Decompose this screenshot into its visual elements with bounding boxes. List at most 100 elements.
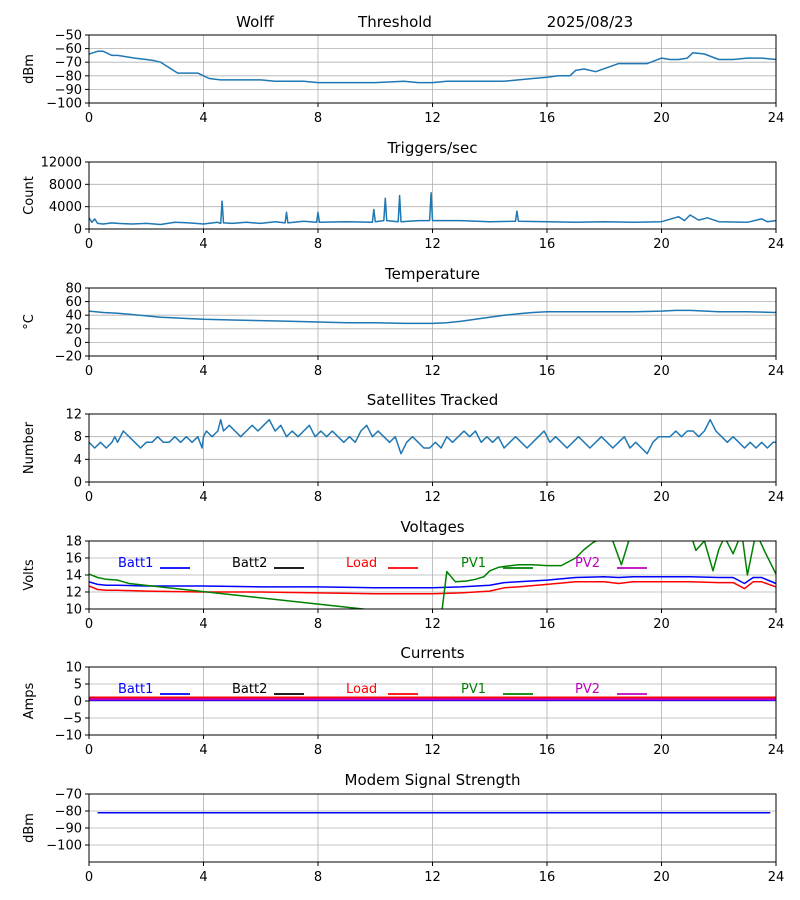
voltages-xtick-label-5: 20 <box>653 617 670 632</box>
modem-ytick-label-1: −90 <box>55 822 82 837</box>
threshold-panel: 0 4 8 12 16 20 24 −100−90−80−70−60−50 dBm <box>22 29 784 127</box>
triggers-xtick-label-4: 16 <box>539 237 556 252</box>
currents-legend-label-pv1: PV1 <box>461 682 486 697</box>
triggers-ytick-label-1: 4000 <box>49 200 82 215</box>
voltages-legend-label-load: Load <box>346 556 377 571</box>
modem-xtick-label-2: 8 <box>314 870 322 885</box>
temperature-title: Temperature <box>384 265 480 283</box>
voltages-xtick-label-0: 0 <box>85 617 93 632</box>
voltages-ylabel: Volts <box>22 559 37 591</box>
modem-xtick-label-6: 24 <box>768 870 785 885</box>
threshold-ylabel: dBm <box>22 54 37 84</box>
modem-ylabel: dBm <box>22 813 37 843</box>
voltages-legend-label-pv1: PV1 <box>461 556 486 571</box>
currents-legend-label-batt1: Batt1 <box>118 682 153 697</box>
threshold-xtick-label-5: 20 <box>653 111 670 126</box>
satellites-xtick-label-1: 4 <box>199 490 207 505</box>
voltages-legend-label-batt2: Batt2 <box>232 556 267 571</box>
currents-xtick-label-4: 16 <box>539 743 556 758</box>
voltages-legend-label-pv2: PV2 <box>575 556 600 571</box>
modem-xtick-label-4: 16 <box>539 870 556 885</box>
currents-ytick-label-1: −5 <box>63 712 82 727</box>
temperature-xtick-label-1: 4 <box>199 364 207 379</box>
threshold-xtick-label-4: 16 <box>539 111 556 126</box>
triggers-series-group <box>89 191 776 226</box>
modem-xtick-label-0: 0 <box>85 870 93 885</box>
threshold-xtick-label-0: 0 <box>85 111 93 126</box>
voltages-line-load <box>89 581 776 595</box>
threshold-ytick-label-1: −90 <box>55 83 82 98</box>
voltages-xtick-label-1: 4 <box>199 617 207 632</box>
voltages-xtick-label-3: 12 <box>424 617 441 632</box>
triggers-xtick-label-6: 24 <box>768 237 785 252</box>
temperature-line-series <box>89 309 776 325</box>
currents-legend-label-pv2: PV2 <box>575 682 600 697</box>
modem-panel: 0 4 8 12 16 20 24 −100 −90 −80 −70 Modem Signal Str… <box>22 771 784 885</box>
currents-series-group <box>89 696 776 702</box>
satellites-xtick-label-2: 8 <box>314 490 322 505</box>
voltages-line-batt1 <box>89 575 776 589</box>
temperature-xtick-label-0: 0 <box>85 364 93 379</box>
voltages-xtick-label-2: 8 <box>314 617 322 632</box>
currents-ytick-label-4: 10 <box>65 661 82 676</box>
temperature-ytick-label-4: 60 <box>65 295 82 310</box>
modem-title: Modem Signal Strength <box>345 771 521 789</box>
triggers-ylabel: Count <box>22 176 37 215</box>
currents-panel: 0 4 8 12 16 20 24 −10 −5 0 5 10 Currents Amps Batt1 Bat… <box>22 644 784 758</box>
voltages-ytick-label-4: 18 <box>65 535 82 550</box>
threshold-ytick-label-5: −50 <box>55 29 82 44</box>
modem-xtick-label-5: 20 <box>653 870 670 885</box>
satellites-title: Satellites Tracked <box>367 391 498 409</box>
currents-ytick-label-0: −10 <box>55 729 82 744</box>
currents-legend-label-load: Load <box>346 682 377 697</box>
threshold-ytick-label-2: −80 <box>55 69 82 84</box>
threshold-ytick-label-3: −70 <box>55 56 82 71</box>
currents-title: Currents <box>400 644 464 662</box>
triggers-ytick-label-0: 0 <box>74 223 82 238</box>
satellites-xtick-label-6: 24 <box>768 490 785 505</box>
temperature-ytick-label-5: 80 <box>65 282 82 297</box>
threshold-xtick-label-3: 12 <box>424 111 441 126</box>
voltages-ytick-label-3: 16 <box>65 552 82 567</box>
voltages-ytick-label-2: 14 <box>65 569 82 584</box>
satellites-line-series <box>89 418 776 455</box>
voltages-panel: 0 4 8 12 16 20 24 10 12 14 16 18 Voltages Volts Batt1 B… <box>22 518 784 632</box>
satellites-ylabel: Number <box>22 421 37 474</box>
currents-xtick-label-6: 24 <box>768 743 785 758</box>
temperature-ytick-label-1: 0 <box>74 336 82 351</box>
satellites-xtick-label-4: 16 <box>539 490 556 505</box>
temperature-series-group <box>89 309 776 325</box>
figure-header: Wolff Threshold 2025/08/23 <box>236 13 633 31</box>
modem-ytick-label-3: −70 <box>55 788 82 803</box>
temperature-ytick-label-0: −20 <box>55 350 82 365</box>
triggers-ytick-label-2: 8000 <box>49 178 82 193</box>
satellites-ytick-label-2: 8 <box>74 430 82 445</box>
threshold-xtick-label-1: 4 <box>199 111 207 126</box>
triggers-xtick-label-0: 0 <box>85 237 93 252</box>
triggers-xtick-label-1: 4 <box>199 237 207 252</box>
satellites-ytick-label-1: 4 <box>74 453 82 468</box>
modem-xtick-label-3: 12 <box>424 870 441 885</box>
voltages-xtick-label-6: 24 <box>768 617 785 632</box>
threshold-xtick-label-2: 8 <box>314 111 322 126</box>
threshold-ytick-label-0: −100 <box>46 97 82 112</box>
currents-xtick-label-2: 8 <box>314 743 322 758</box>
temperature-xtick-label-4: 16 <box>539 364 556 379</box>
satellites-xtick-label-5: 20 <box>653 490 670 505</box>
currents-ylabel: Amps <box>22 682 37 719</box>
threshold-xtick-label-6: 24 <box>768 111 785 126</box>
currents-legend-label-batt2: Batt2 <box>232 682 267 697</box>
threshold-ytick-label-4: −60 <box>55 42 82 57</box>
temperature-ytick-label-3: 40 <box>65 309 82 324</box>
temperature-xtick-label-6: 24 <box>768 364 785 379</box>
modem-xtick-label-1: 4 <box>199 870 207 885</box>
temperature-xtick-label-3: 12 <box>424 364 441 379</box>
voltages-title: Voltages <box>400 518 464 536</box>
triggers-panel: 0 4 8 12 16 20 24 0 4000 8000 12000 Triggers/sec Cou… <box>22 139 784 252</box>
station-name: Wolff <box>236 13 274 31</box>
satellites-series-group <box>89 418 776 455</box>
satellites-xtick-label-3: 12 <box>424 490 441 505</box>
